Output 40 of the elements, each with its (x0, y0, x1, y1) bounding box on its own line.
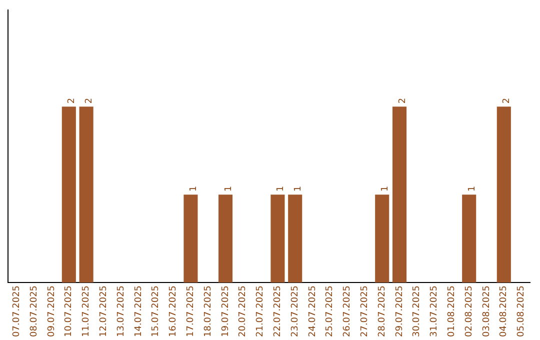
x-tick-label: 14.07.2025 (134, 285, 144, 337)
x-tick-label: 25.07.2025 (325, 285, 336, 337)
data-label: 1 (276, 186, 286, 192)
x-tick-label: 18.07.2025 (203, 285, 214, 337)
x-tick-label: 07.07.2025 (12, 285, 22, 337)
x-tick-label: 04.08.2025 (499, 285, 510, 337)
data-label: 1 (467, 186, 478, 192)
data-label: 2 (84, 98, 95, 104)
data-label: 1 (380, 186, 390, 192)
x-tick-label: 01.08.2025 (447, 285, 458, 337)
data-label: 2 (502, 98, 512, 104)
x-tick-label: 09.07.2025 (46, 285, 57, 337)
x-tick-label: 23.07.2025 (290, 285, 300, 337)
x-tick-label: 15.07.2025 (151, 285, 162, 337)
x-tick-label: 11.07.2025 (82, 285, 92, 337)
x-tick-label: 26.07.2025 (342, 285, 353, 337)
data-label: 2 (398, 98, 408, 104)
x-tick-label: 17.07.2025 (186, 285, 196, 337)
x-tick-label: 22.07.2025 (273, 285, 284, 337)
data-label: 1 (293, 186, 304, 192)
x-tick-label: 29.07.2025 (394, 285, 405, 337)
x-tick-label: 13.07.2025 (116, 285, 126, 337)
x-tick-label: 02.08.2025 (464, 285, 474, 337)
x-tick-label: 21.07.2025 (256, 285, 266, 337)
x-tick-label: 27.07.2025 (360, 285, 370, 337)
x-tick-label: 24.07.2025 (308, 285, 318, 337)
x-tick-label: 10.07.2025 (64, 285, 74, 337)
x-tick-label: 19.07.2025 (220, 285, 231, 337)
x-tick-label: 16.07.2025 (168, 285, 179, 337)
data-label: 1 (189, 186, 200, 192)
x-tick-label: 30.07.2025 (412, 285, 422, 337)
data-label: 1 (224, 186, 234, 192)
x-tick-label: 20.07.2025 (238, 285, 248, 337)
x-tick-label: 03.08.2025 (482, 285, 492, 337)
data-label: 2 (67, 98, 78, 104)
x-tick-label: 08.07.2025 (29, 285, 40, 337)
x-tick-label: 28.07.2025 (377, 285, 388, 337)
x-tick-label: 12.07.2025 (99, 285, 110, 337)
x-tick-label: 05.08.2025 (516, 285, 527, 337)
x-tick-label: 31.07.2025 (430, 285, 440, 337)
